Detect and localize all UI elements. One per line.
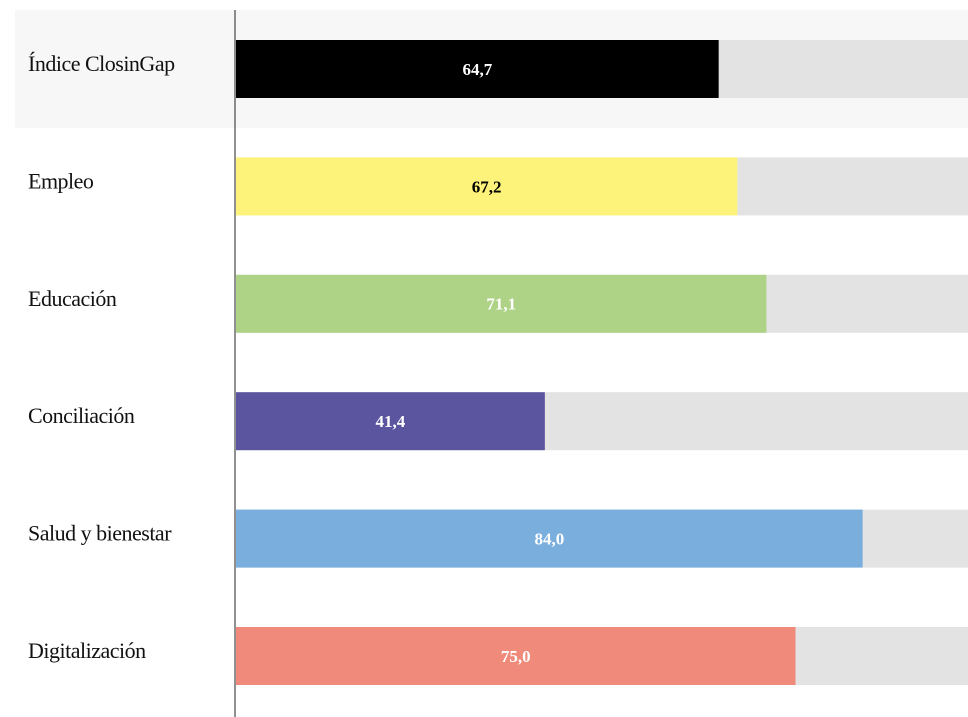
bar [236, 509, 863, 568]
value-label: 84,0 [534, 530, 564, 549]
value-label: 71,1 [486, 295, 516, 314]
category-label: Digitalización [28, 638, 146, 663]
value-label: 75,0 [501, 647, 531, 666]
bar [236, 40, 719, 98]
category-label: Salud y bienestar [28, 521, 172, 546]
bar [236, 392, 545, 451]
bar [236, 274, 767, 333]
bar [236, 627, 796, 685]
value-label: 64,7 [462, 60, 492, 79]
category-label: Educación [28, 286, 117, 311]
category-label: Conciliación [28, 403, 135, 428]
value-label: 41,4 [376, 412, 406, 431]
category-label: Empleo [28, 168, 94, 193]
category-label: Índice ClosinGap [28, 51, 175, 76]
bar [236, 157, 738, 216]
value-label: 67,2 [472, 177, 502, 196]
